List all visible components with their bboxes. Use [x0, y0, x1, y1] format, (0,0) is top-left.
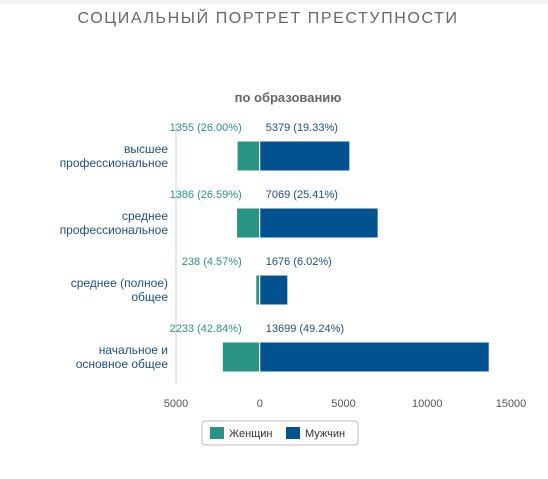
data-label-men: 13699 (49.24%): [266, 323, 344, 335]
legend-label-men[interactable]: Мужчин: [305, 428, 345, 440]
category-label: среднее (полное): [71, 276, 168, 290]
x-tick-label: 5000: [331, 398, 355, 410]
category-label: среднее: [122, 209, 168, 223]
legend-swatch-women[interactable]: [210, 427, 224, 439]
data-label-men: 7069 (25.41%): [266, 189, 338, 201]
bar-women[interactable]: [236, 207, 261, 239]
labels-layer: 1355 (26.00%) 5379 (19.33%)высшеепрофесси…: [60, 122, 344, 371]
data-label-men: 5379 (19.33%): [266, 122, 338, 134]
bar-men[interactable]: [259, 341, 490, 373]
x-tick-label: 15000: [496, 398, 527, 410]
axis-layer: 5000 0 5000 10000 15000: [164, 122, 527, 410]
data-label-women: 1386 (26.59%): [170, 189, 242, 201]
bar-men[interactable]: [259, 207, 379, 239]
x-tick-label: 5000: [164, 398, 188, 410]
data-label-men: 1676 (6.02%): [266, 256, 332, 268]
legend-swatch-men[interactable]: [286, 427, 300, 439]
x-tick-label: 0: [257, 398, 263, 410]
legend-box: [201, 420, 359, 446]
bar-men[interactable]: [259, 274, 289, 306]
bar-men[interactable]: [259, 140, 351, 172]
bar-women[interactable]: [255, 274, 261, 306]
bar-women[interactable]: [236, 140, 261, 172]
category-label: общее: [131, 290, 168, 304]
data-label-women: 1355 (26.00%): [170, 122, 242, 134]
x-tick-label: 10000: [412, 398, 443, 410]
top-strip: [0, 0, 548, 4]
category-label: профессиональное: [60, 156, 169, 170]
category-label: начальное и: [99, 343, 168, 357]
legend-label-women[interactable]: Женщин: [229, 428, 272, 440]
bar-women[interactable]: [221, 341, 261, 373]
legend[interactable]: Женщин Мужчин: [201, 420, 359, 446]
category-label: основное общее: [76, 357, 169, 371]
data-label-women: 2233 (42.84%): [170, 323, 242, 335]
data-label-women: 238 (4.57%): [182, 256, 242, 268]
page-title: СОЦИАЛЬНЫЙ ПОРТРЕТ ПРЕСТУПНОСТИ: [77, 10, 459, 27]
bars-layer: [221, 140, 490, 373]
category-label: профессиональное: [60, 223, 169, 237]
category-label: высшее: [124, 142, 168, 156]
chart-title: по образованию: [235, 90, 342, 105]
